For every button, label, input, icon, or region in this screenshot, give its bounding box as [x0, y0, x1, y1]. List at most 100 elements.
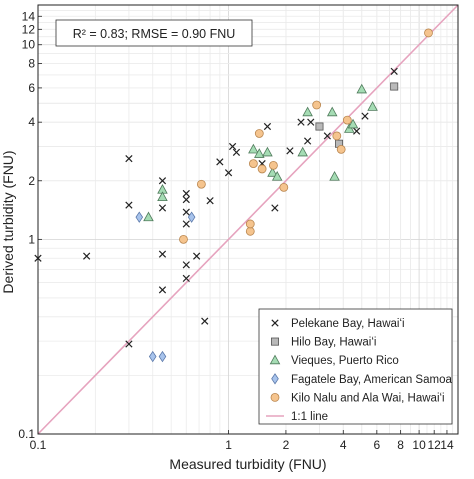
x-tick-label: 2: [283, 438, 290, 452]
x-tick-label: 6: [373, 438, 380, 452]
data-point-series-0: [297, 118, 305, 126]
data-point-series-2: [356, 83, 368, 94]
data-point-series-4: [332, 131, 342, 141]
data-point-series-0: [125, 154, 133, 163]
data-point-series-0: [206, 197, 214, 205]
y-tick-label: 2: [28, 174, 35, 188]
line-layer: [37, 4, 459, 435]
data-point-series-2: [254, 148, 265, 158]
data-point-series-0: [228, 142, 237, 151]
data-point-series-4: [424, 28, 433, 38]
data-point-series-0: [158, 204, 167, 212]
data-point-series-0: [286, 147, 294, 155]
legend-marker: [271, 319, 279, 327]
data-point-series-4: [336, 144, 346, 154]
data-point-series-2: [297, 146, 308, 157]
data-point-series-2: [347, 118, 359, 129]
data-point-series-0: [182, 196, 190, 204]
data-point-series-0: [361, 112, 369, 120]
legend-marker: [270, 392, 280, 402]
y-tick-label: 4: [28, 115, 35, 129]
legend-label: Vieques, Puerto Rico: [291, 355, 399, 367]
x-tick-label: 0.1: [30, 438, 47, 452]
data-point-series-4: [279, 182, 289, 192]
x-tick-label: 8: [397, 438, 404, 452]
data-point-series-4: [245, 219, 255, 229]
x-tick-label: 12: [428, 438, 442, 452]
y-tick-label: 8: [28, 57, 35, 71]
data-point-series-2: [302, 106, 313, 117]
data-point-series-0: [307, 118, 315, 126]
data-point-series-0: [182, 274, 190, 283]
x-tick-label: 1: [225, 438, 232, 452]
legend-label: Kilo Nalu and Ala Wai, Hawaiʻi: [291, 392, 445, 404]
legend-marker: [269, 354, 281, 365]
data-point-series-2: [157, 191, 168, 202]
x-tick-label: 14: [440, 438, 454, 452]
y-tick-label: 6: [28, 81, 35, 95]
data-point-series-0: [158, 177, 167, 185]
y-tick-label: 10: [22, 38, 36, 52]
data-point-series-2: [143, 211, 154, 222]
data-point-series-0: [323, 132, 331, 140]
data-point-series-2: [262, 146, 273, 157]
data-point-series-1: [315, 122, 324, 131]
legend-label: Fagatele Bay, American Samoa: [291, 374, 452, 386]
plot-frame: [37, 4, 459, 435]
legend-label: Pelekane Bay, Hawaiʻi: [291, 318, 405, 330]
data-point-series-0: [182, 189, 190, 198]
data-point-series-0: [182, 208, 190, 216]
y-tick-label: 14: [22, 9, 36, 23]
data-point-series-4: [342, 115, 352, 125]
data-point-series-2: [326, 106, 338, 117]
x-tick-label: 10: [412, 438, 426, 452]
data-point-series-3: [135, 211, 144, 223]
data-point-series-2: [248, 143, 259, 154]
x-tick-label: 4: [340, 438, 347, 452]
y-axis-label: Derived turbidity (FNU): [0, 150, 16, 293]
data-point-series-4: [248, 159, 258, 169]
data-point-series-0: [83, 252, 91, 260]
data-point-series-2: [271, 171, 283, 181]
data-point-series-2: [267, 167, 278, 177]
stats-text: R² = 0.83; RMSE = 0.90 FNU: [73, 27, 236, 41]
data-point-series-4: [245, 226, 255, 236]
legend-marker: [271, 373, 279, 385]
data-point-series-3: [148, 350, 157, 363]
data-point-series-0: [193, 252, 201, 260]
data-point-series-4: [312, 100, 322, 110]
data-point-series-3: [187, 211, 196, 223]
data-point-series-2: [329, 171, 340, 181]
data-point-series-4: [179, 234, 188, 244]
data-point-series-4: [254, 129, 264, 138]
data-point-series-0: [125, 201, 133, 209]
data-point-series-2: [367, 101, 378, 111]
x-axis-label: Measured turbidity (FNU): [169, 456, 326, 472]
data-point-series-3: [158, 350, 167, 363]
data-point-series-0: [125, 340, 133, 348]
data-point-series-0: [232, 148, 241, 156]
data-point-series-4: [269, 160, 278, 170]
one-to-one-line: [37, 4, 459, 435]
data-point-series-0: [182, 261, 190, 269]
y-tick-label: 12: [22, 22, 36, 36]
data-point-series-1: [390, 82, 399, 91]
data-point-series-0: [304, 137, 312, 145]
data-point-series-0: [158, 250, 167, 258]
data-point-series-0: [182, 220, 190, 228]
stats-box: R² = 0.83; RMSE = 0.90 FNU: [55, 19, 253, 47]
data-point-series-0: [263, 122, 272, 131]
legend-label: Hilo Bay, Hawaiʻi: [291, 337, 376, 349]
data-point-series-4: [257, 164, 267, 174]
legend-label: 1:1 line: [291, 411, 328, 423]
data-point-series-0: [352, 127, 361, 135]
data-point-series-4: [196, 179, 206, 189]
data-point-series-0: [201, 317, 209, 325]
data-point-series-0: [158, 286, 167, 294]
legend: Pelekane Bay, Hawaiʻi Hilo Bay, Hawaiʻi Vi…: [258, 308, 452, 425]
data-point-series-0: [390, 67, 398, 75]
y-tick-label: 1: [28, 232, 35, 246]
